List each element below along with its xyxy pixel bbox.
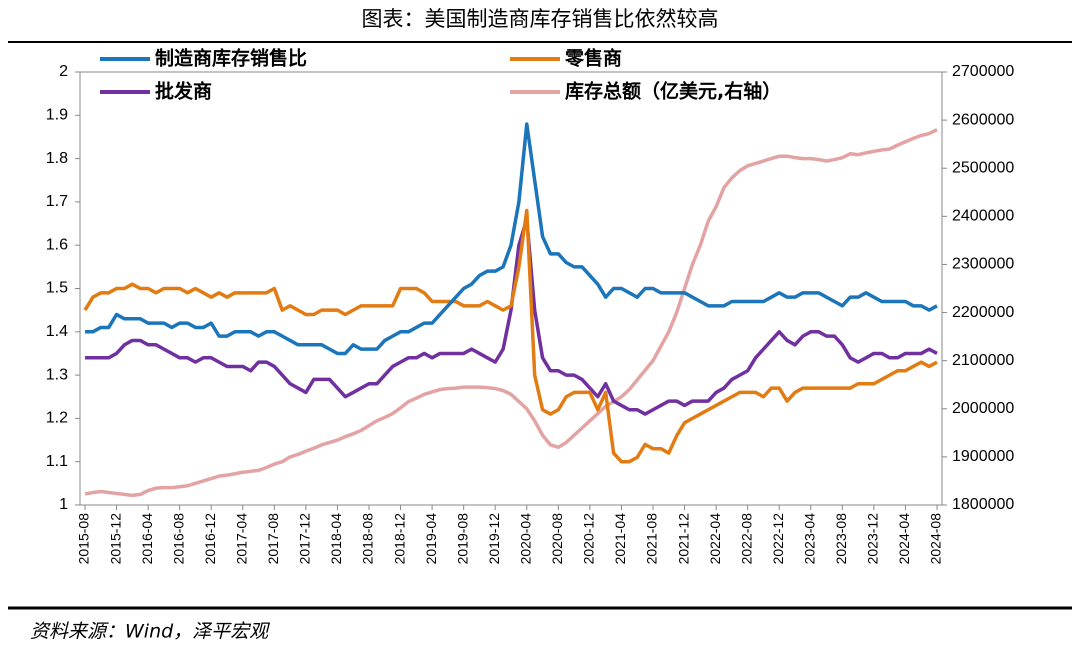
series-line <box>84 128 938 498</box>
x-tick-label: 2018-12 <box>391 513 407 565</box>
y2-tick-label: 2700000 <box>952 63 1014 80</box>
y2-tick-label: 2400000 <box>952 208 1014 225</box>
legend-label: 批发商 <box>155 80 212 103</box>
plot-frame <box>79 71 943 506</box>
x-tick-label: 2021-04 <box>612 513 628 565</box>
y2-tick-label: 2100000 <box>952 352 1014 369</box>
y-tick-label: 1.3 <box>46 366 68 383</box>
x-tick-label: 2023-08 <box>833 513 849 565</box>
x-tick-label: 2022-08 <box>738 513 754 565</box>
x-tick-label: 2015-12 <box>107 513 123 565</box>
x-tick-label: 2023-12 <box>865 513 881 565</box>
legend-label: 库存总额（亿美元,右轴） <box>565 80 781 103</box>
y-tick-label: 1.8 <box>46 150 68 167</box>
y2-tick-label: 2600000 <box>952 111 1014 128</box>
x-tick-label: 2021-08 <box>644 513 660 565</box>
y2-tick-label: 1800000 <box>952 496 1014 513</box>
x-tick-label: 2018-04 <box>328 513 344 565</box>
x-tick-label: 2021-12 <box>675 513 691 565</box>
x-tick-label: 2017-04 <box>233 513 249 565</box>
x-tick-label: 2020-08 <box>549 513 565 565</box>
x-tick-label: 2023-04 <box>801 513 817 565</box>
y2-tick-label: 2200000 <box>952 304 1014 321</box>
x-tick-label: 2017-08 <box>265 513 281 565</box>
y-tick-label: 1.7 <box>46 193 68 210</box>
x-tick-label: 2022-12 <box>770 513 786 565</box>
y-tick-label: 1.4 <box>46 323 68 340</box>
x-tick-label: 2016-12 <box>202 513 218 565</box>
y2-tick-label: 1900000 <box>952 448 1014 465</box>
y-tick-label: 1.1 <box>46 453 68 470</box>
series-line <box>83 208 938 464</box>
y2-tick-label: 2300000 <box>952 256 1014 273</box>
y-tick-label: 1 <box>59 496 68 513</box>
series-line <box>85 122 938 356</box>
x-tick-label: 2020-04 <box>517 513 533 565</box>
source-note: 资料来源：Wind，泽平宏观 <box>30 621 270 643</box>
y-tick-label: 1.2 <box>46 410 68 427</box>
x-tick-label: 2016-08 <box>170 513 186 565</box>
x-tick-label: 2022-04 <box>707 513 723 565</box>
x-tick-label: 2017-12 <box>297 513 313 565</box>
x-tick-label: 2016-04 <box>139 513 155 565</box>
x-tick-label: 2015-08 <box>76 513 92 565</box>
y-tick-label: 2 <box>59 63 68 80</box>
x-tick-label: 2024-08 <box>928 513 944 565</box>
y2-tick-label: 2500000 <box>952 159 1014 176</box>
x-tick-label: 2019-08 <box>454 513 470 565</box>
y2-tick-label: 2000000 <box>952 400 1014 417</box>
x-tick-label: 2019-12 <box>486 513 502 565</box>
legend-label: 制造商库存销售比 <box>155 47 307 70</box>
x-tick-label: 2024-04 <box>896 513 912 565</box>
series-line <box>85 217 938 416</box>
legend-label: 零售商 <box>564 47 622 70</box>
y-tick-label: 1.9 <box>46 107 68 124</box>
x-tick-label: 2018-08 <box>360 513 376 565</box>
chart-title: 图表：美国制造商库存销售比依然较高 <box>362 7 719 31</box>
x-tick-label: 2020-12 <box>581 513 597 565</box>
y-tick-label: 1.6 <box>46 236 68 253</box>
y-tick-label: 1.5 <box>46 280 68 297</box>
x-tick-label: 2019-04 <box>423 513 439 565</box>
